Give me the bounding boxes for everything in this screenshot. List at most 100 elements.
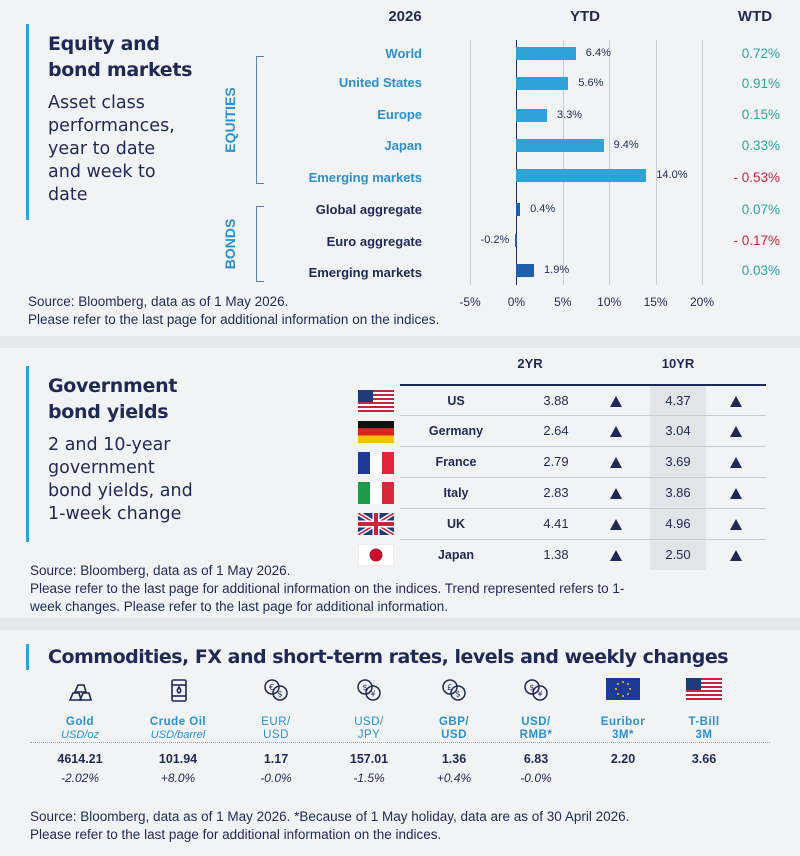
wtd-value: - 0.53% (733, 170, 780, 185)
ytd-data-label: 3.3% (557, 109, 583, 121)
cell-shade (650, 447, 706, 477)
svg-text:$: $ (530, 683, 535, 692)
commodity-change: -2.02% (60, 771, 100, 785)
gold-bars-icon (68, 684, 93, 701)
rate-name: Euribor (600, 716, 646, 728)
equity-heading-line1: Equity and (48, 33, 160, 55)
commodities-panel: Commodities, FX and short-term rates, le… (0, 630, 800, 856)
wtd-value: 0.07% (741, 202, 780, 217)
table-row: UK 4.41 4.96 (400, 508, 766, 539)
up-arrow-icon (610, 488, 622, 499)
yield-2yr: 1.38 (543, 547, 569, 562)
yield-10yr: 3.86 (665, 485, 691, 500)
rate-name: T-Bill (688, 716, 720, 728)
commodities-heading: Commodities, FX and short-term rates, le… (48, 646, 729, 668)
dollar-yen-icon: $ ¥ (357, 679, 381, 701)
yield-10yr: 3.04 (665, 423, 691, 438)
divider (30, 742, 770, 743)
yield-10yr: 4.37 (665, 393, 691, 408)
country-name: UK (446, 517, 466, 531)
fx-value: 1.17 (263, 752, 289, 766)
up-arrow-icon (610, 457, 622, 468)
ytd-bar (514, 234, 517, 247)
gridline (609, 40, 611, 285)
table-row: US 3.88 4.37 (400, 384, 766, 416)
ytd-data-label: 9.4% (613, 139, 639, 151)
equity-heading-line2: bond markets (48, 59, 193, 81)
cell-shade (650, 509, 706, 539)
commodity-value: 4614.21 (57, 752, 103, 766)
commodity-name: Crude Oil (149, 716, 207, 728)
yield-2yr: 2.79 (543, 454, 569, 469)
country-name: France (435, 455, 477, 469)
up-arrow-icon (610, 550, 622, 561)
ytd-bar (516, 47, 576, 60)
ytd-data-label: 5.6% (578, 77, 604, 89)
cell-shade (650, 478, 706, 508)
up-arrow-icon (610, 519, 622, 530)
ytd-data-label: 6.4% (585, 47, 611, 59)
row-label-global-aggregate: Global aggregate (315, 202, 422, 217)
row-label-japan: Japan (384, 138, 422, 153)
gridline (470, 40, 471, 285)
rate-tenor: 3M* (612, 729, 634, 741)
row-label-emerging-bonds: Emerging markets (308, 265, 422, 280)
row-label-europe: Europe (377, 107, 422, 122)
pound-dollar-icon: £ $ (442, 679, 466, 701)
svg-text:€: € (269, 683, 274, 692)
fx-change: -0.0% (260, 771, 292, 785)
fx-pair-top: GBP/ (438, 716, 470, 728)
equity-sub-line: and week to (48, 162, 156, 182)
col-2yr-header: 2YR (517, 356, 543, 371)
ytd-data-label: 0.4% (530, 203, 556, 215)
france-flag-icon (358, 452, 394, 474)
dollar-yuan-icon: $ ¥ (524, 679, 548, 701)
svg-text:£: £ (447, 683, 452, 692)
yields-source-note: Please refer to the last page for additi… (30, 581, 625, 596)
country-name: Germany (428, 424, 484, 438)
eu-flag-icon (606, 678, 640, 700)
fx-pair-top: EUR/ (261, 716, 291, 728)
bond-yields-panel: Government bond yields 2 and 10-year gov… (0, 348, 800, 618)
ytd-data-label: -0.2% (480, 234, 510, 246)
commodity-unit: USD/oz (61, 729, 99, 741)
fx-value: 157.01 (349, 752, 389, 766)
svg-text:¥: ¥ (371, 690, 376, 699)
ytd-bar (516, 264, 535, 277)
fx-value: 1.36 (441, 752, 467, 766)
wtd-value: 0.91% (741, 76, 780, 91)
yields-sub-line: government (48, 458, 155, 478)
fx-change: +0.4% (436, 771, 472, 785)
italy-flag-icon (358, 482, 394, 504)
yield-10yr: 4.96 (665, 516, 691, 531)
yield-10yr: 3.69 (665, 454, 691, 469)
gridline (655, 40, 657, 285)
row-label-united-states: United States (338, 75, 422, 90)
fx-change: -1.5% (353, 771, 385, 785)
us-flag-icon (686, 678, 722, 700)
fx-pair-bottom: USD (441, 729, 467, 741)
wtd-value: 0.03% (741, 263, 780, 278)
rate-value: 2.20 (610, 752, 636, 766)
svg-text:$: $ (363, 683, 368, 692)
axis-tick-label: 10% (597, 295, 622, 309)
commodity-value: 101.94 (158, 752, 198, 766)
japan-flag-icon (358, 544, 394, 566)
wtd-header: WTD (737, 8, 773, 25)
bonds-bracket (256, 206, 264, 282)
axis-tick-label: 15% (643, 295, 668, 309)
ytd-bar (516, 139, 604, 152)
svg-text:$: $ (456, 690, 461, 699)
axis-tick-label: 5% (554, 295, 572, 309)
cell-shade (650, 386, 706, 416)
up-arrow-icon (610, 426, 622, 437)
cell-shade (650, 540, 706, 570)
fx-pair-bottom: JPY (357, 729, 381, 741)
yields-source-note: week changes. Please refer to the last p… (30, 599, 448, 614)
commodity-name: Gold (65, 716, 95, 728)
equity-source: Source: Bloomberg, data as of 1 May 2026… (28, 294, 289, 309)
country-name: US (447, 394, 465, 408)
rate-value: 3.66 (691, 752, 717, 766)
equity-bond-panel: Equity and bond markets Asset class perf… (0, 0, 800, 336)
wtd-value: 0.72% (741, 46, 780, 61)
